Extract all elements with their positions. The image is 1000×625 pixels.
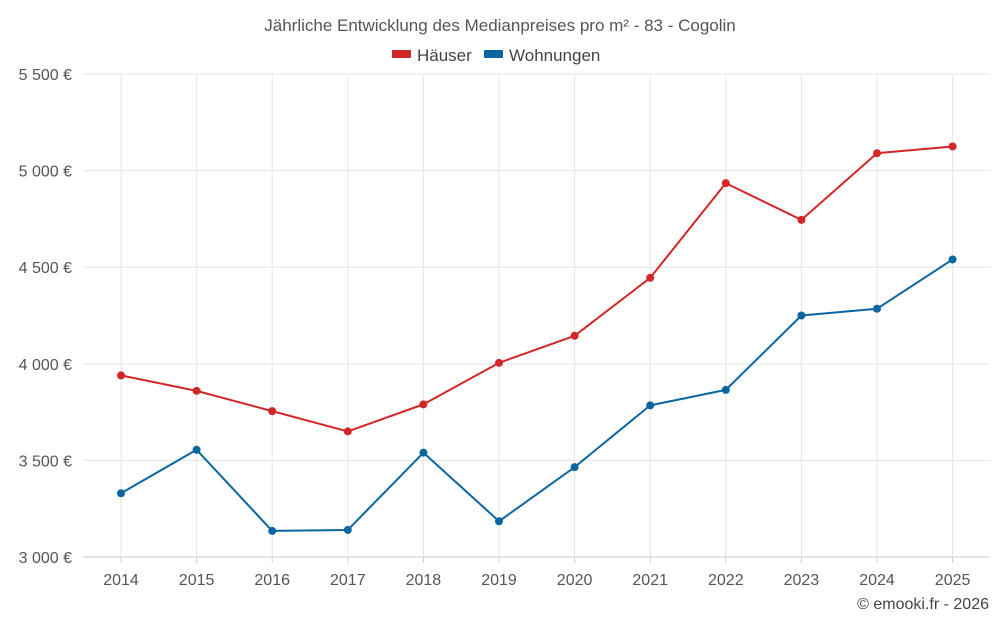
y-tick-label: 3 500 €	[19, 453, 72, 470]
legend-swatch-haeuser	[392, 50, 411, 58]
legend-label-wohnungen[interactable]: Wohnungen	[509, 46, 600, 65]
y-tick-label: 5 500 €	[19, 67, 72, 84]
data-point-wohnungen[interactable]	[192, 445, 201, 454]
data-point-haeuser[interactable]	[192, 386, 201, 395]
data-point-haeuser[interactable]	[797, 215, 806, 224]
legend-swatch-wohnungen	[484, 50, 503, 58]
data-point-haeuser[interactable]	[419, 400, 428, 409]
x-tick-label: 2017	[330, 572, 366, 589]
data-point-haeuser[interactable]	[343, 427, 352, 436]
data-point-wohnungen[interactable]	[721, 385, 730, 394]
series-line-haeuser	[120, 145, 953, 433]
x-tick-label: 2024	[859, 572, 895, 589]
x-tick-label: 2015	[179, 572, 215, 589]
data-point-haeuser[interactable]	[117, 371, 125, 380]
data-point-haeuser[interactable]	[495, 358, 503, 367]
chart-title: Jährliche Entwicklung des Medianpreises …	[264, 16, 736, 35]
data-point-wohnungen[interactable]	[797, 311, 806, 320]
y-tick-label: 4 500 €	[19, 260, 72, 277]
y-axis: 3 000 € 3 500 € 4 000 € 4 500 € 5 000 € 5 500…	[19, 67, 72, 567]
gridlines	[83, 73, 990, 558]
data-point-haeuser[interactable]	[721, 179, 730, 188]
data-point-wohnungen[interactable]	[343, 525, 352, 534]
x-tick-label: 2023	[784, 572, 820, 589]
y-tick-label: 4 000 €	[19, 357, 72, 374]
data-point-haeuser[interactable]	[948, 142, 957, 151]
data-point-haeuser[interactable]	[570, 331, 579, 340]
x-tick-label: 2019	[481, 572, 517, 589]
x-tick-label: 2022	[708, 572, 744, 589]
data-point-wohnungen[interactable]	[646, 401, 655, 410]
data-point-wohnungen[interactable]	[419, 448, 428, 457]
data-point-haeuser[interactable]	[873, 149, 881, 158]
data-point-haeuser[interactable]	[268, 407, 277, 416]
x-tick-label: 2021	[632, 572, 668, 589]
legend-label-haeuser[interactable]: Häuser	[417, 46, 472, 65]
x-tick-label: 2025	[935, 572, 971, 589]
data-point-wohnungen[interactable]	[948, 255, 957, 264]
y-tick-label: 3 000 €	[19, 550, 72, 567]
series-layer	[117, 142, 957, 535]
legend: Häuser Wohnungen	[392, 46, 600, 65]
data-point-wohnungen[interactable]	[117, 489, 125, 498]
data-point-wohnungen[interactable]	[495, 517, 503, 526]
data-point-haeuser[interactable]	[646, 273, 655, 282]
data-point-wohnungen[interactable]	[570, 463, 579, 472]
x-axis: 2014 2015 2016 2017 2018 2019 2020 2021 2022 2023…	[103, 557, 970, 589]
data-point-wohnungen[interactable]	[873, 304, 881, 313]
data-point-wohnungen[interactable]	[268, 526, 277, 535]
x-tick-label: 2014	[103, 572, 139, 589]
series-line-wohnungen	[120, 258, 954, 532]
x-tick-label: 2020	[557, 572, 593, 589]
credit-text: © emooki.fr - 2026	[857, 596, 989, 613]
x-tick-label: 2016	[254, 572, 290, 589]
x-tick-label: 2018	[406, 572, 442, 589]
y-tick-label: 5 000 €	[19, 164, 72, 181]
